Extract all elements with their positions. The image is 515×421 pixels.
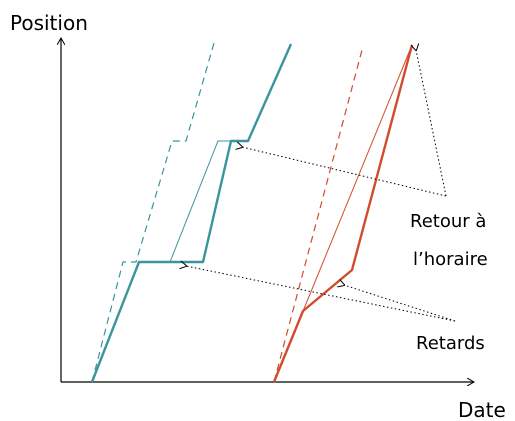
axes	[61, 38, 474, 382]
x-axis-label: Date	[458, 398, 506, 421]
pointer-back-on-schedule-red	[416, 50, 447, 197]
pointer-delays-red	[344, 285, 456, 322]
y-axis-label: Position	[10, 11, 88, 35]
red-actual-path	[272, 44, 414, 383]
teal-actual-path	[90, 43, 293, 383]
red-train	[272, 44, 414, 383]
label-back-on-schedule-line1: Retour à	[410, 211, 486, 232]
annotation-pointers	[186, 50, 456, 322]
pointer-back-on-schedule-teal	[242, 147, 447, 197]
label-back-on-schedule-line2: l’horaire	[413, 249, 488, 270]
teal-schedule-path	[169, 140, 232, 263]
teal-planned-path	[91, 42, 215, 383]
pointer-delays-teal	[186, 266, 456, 322]
teal-train	[90, 42, 293, 383]
label-delays: Retards	[416, 333, 485, 354]
red-planned-path	[273, 49, 363, 383]
